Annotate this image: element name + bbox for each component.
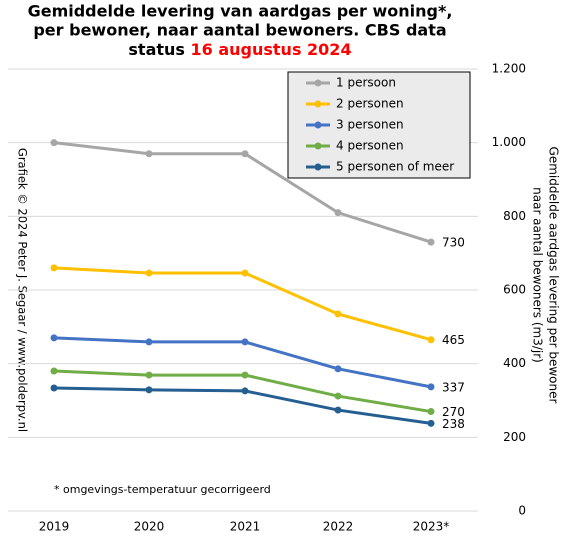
point — [145, 371, 153, 379]
y-tick-label: 0 — [518, 504, 526, 518]
note: * omgevings-temperatuur gecorrigeerd — [54, 483, 271, 496]
chart-title: status 16 augustus 2024 — [128, 40, 351, 59]
data-label: 238 — [442, 417, 465, 431]
point — [241, 269, 249, 277]
x-tick-label: 2021 — [230, 520, 261, 534]
chart-title: per bewoner, naar aantal bewoners. CBS d… — [33, 21, 446, 40]
x-tick-label: 2019 — [39, 520, 70, 534]
point — [334, 365, 342, 373]
legend-label: 4 personen — [336, 139, 404, 153]
point — [50, 367, 58, 375]
y-tick-label: 200 — [503, 430, 526, 444]
legend-swatch — [314, 100, 322, 108]
x-tick-label: 2023* — [413, 520, 450, 534]
legend-swatch — [314, 142, 322, 150]
point — [241, 338, 249, 346]
x-tick-label: 2022 — [323, 520, 354, 534]
y-tick-label: 600 — [503, 283, 526, 297]
point — [427, 336, 435, 344]
point — [334, 310, 342, 318]
data-label: 337 — [442, 380, 465, 394]
point — [145, 386, 153, 394]
legend-swatch — [314, 121, 322, 129]
legend-label: 5 personen of meer — [336, 160, 454, 174]
y-tick-label: 800 — [503, 209, 526, 223]
title-date: 16 augustus 2024 — [191, 40, 352, 59]
point — [427, 419, 435, 427]
chart-title: status — [128, 40, 185, 59]
data-label: 465 — [442, 333, 465, 347]
point — [427, 383, 435, 391]
data-label: 730 — [442, 236, 465, 250]
point — [427, 408, 435, 416]
point — [241, 150, 249, 158]
point — [50, 334, 58, 342]
y-axis-label: naar aantal bewoners (m3/jr) — [531, 187, 545, 363]
legend-label: 2 personen — [336, 97, 404, 111]
point — [241, 371, 249, 379]
point — [427, 238, 435, 246]
y-tick-label: 1.200 — [492, 62, 526, 76]
series-line — [53, 336, 432, 389]
point — [334, 406, 342, 414]
point — [145, 269, 153, 277]
legend-swatch — [314, 79, 322, 87]
data-label: 270 — [442, 405, 465, 419]
point — [334, 209, 342, 217]
grid: 0 200 400 600 800 1.000 1.200 2019 2020 2021 2022 2… — [8, 62, 526, 534]
series-line — [53, 266, 432, 342]
chart-title: Gemiddelde levering van aardgas per woni… — [28, 2, 453, 21]
legend-swatch — [314, 163, 322, 171]
point — [50, 384, 58, 392]
x-tick-label: 2020 — [134, 520, 165, 534]
y-tick-label: 1.000 — [492, 135, 526, 149]
y-axis-label: Gemiddelde aardgas levering per bewoner — [547, 147, 561, 404]
point — [145, 338, 153, 346]
point — [145, 150, 153, 158]
legend: 1 persoon 2 personen 3 personen 4 personen 5… — [306, 76, 454, 174]
legend-label: 3 personen — [336, 118, 404, 132]
legend-label: 1 persoon — [336, 76, 396, 90]
point — [334, 392, 342, 400]
point — [241, 387, 249, 395]
point — [50, 264, 58, 272]
y-tick-label: 400 — [503, 356, 526, 370]
point — [50, 139, 58, 147]
